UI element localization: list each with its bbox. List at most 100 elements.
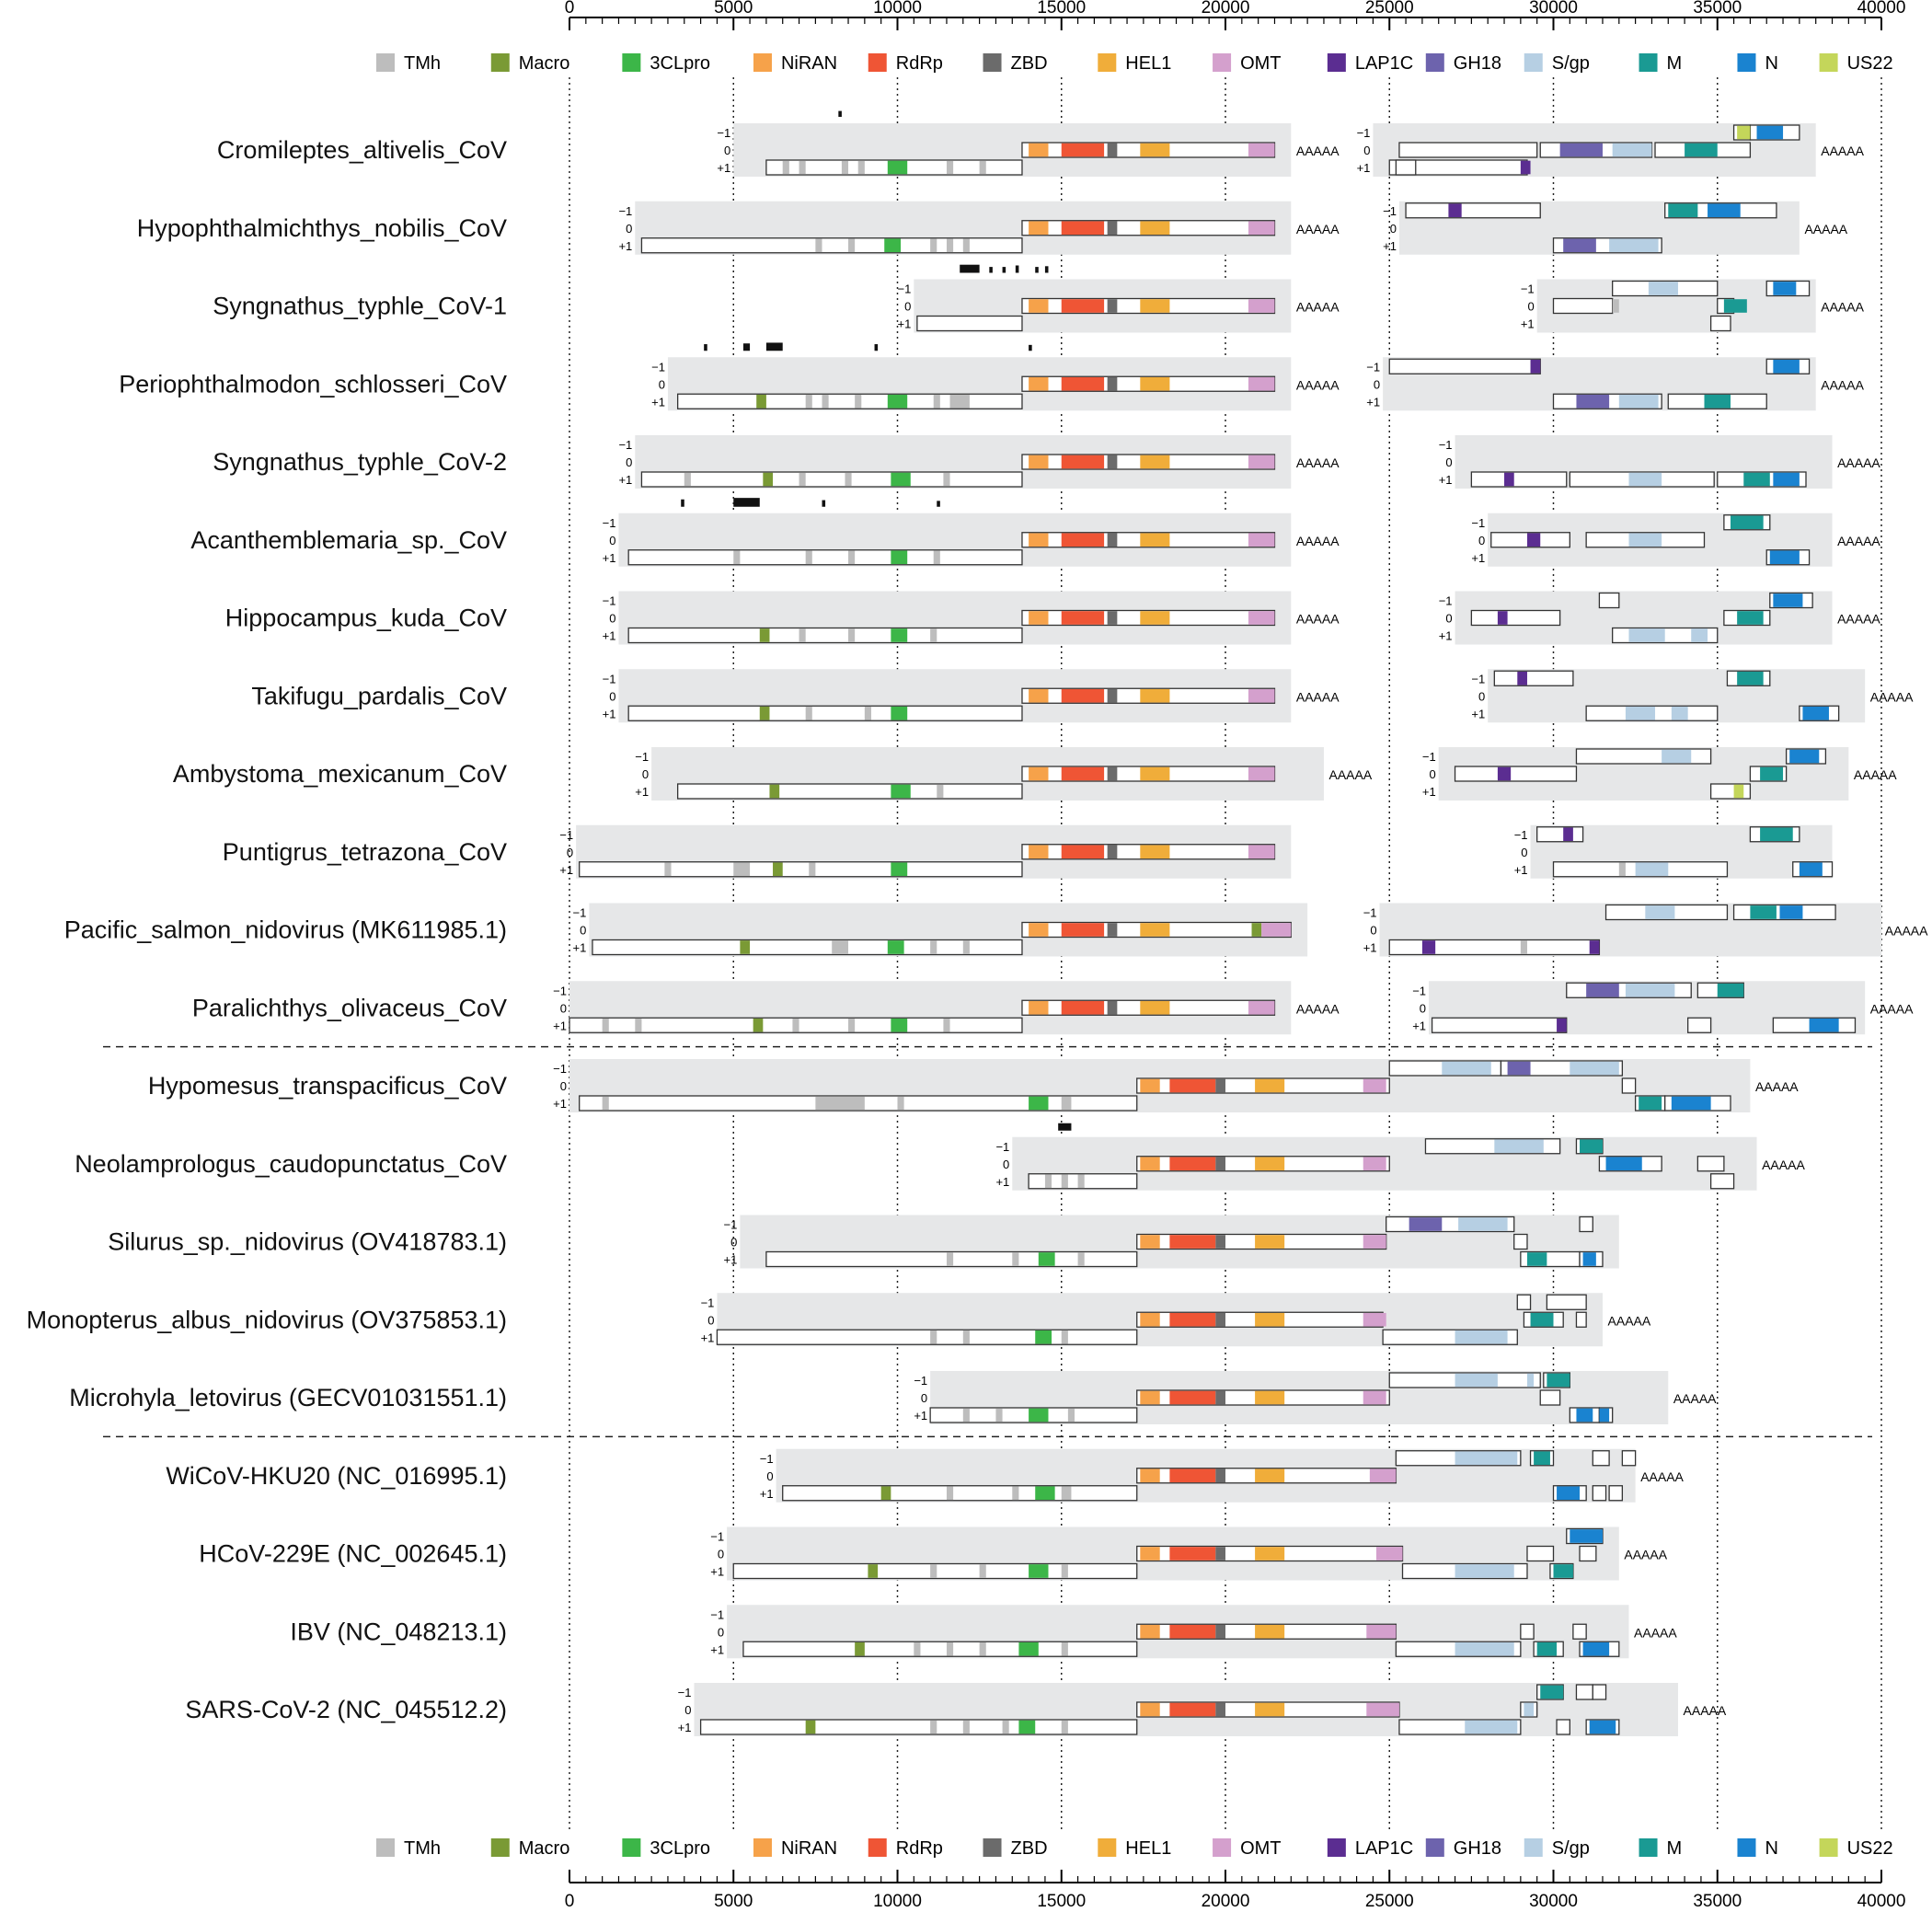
domain-tmh — [914, 1641, 921, 1656]
black-mark — [1044, 266, 1049, 273]
orf-box — [1709, 1173, 1735, 1190]
domain-m — [1731, 515, 1764, 530]
frame-label: 0 — [1420, 1001, 1426, 1015]
domain-n — [1671, 1096, 1711, 1111]
frame-label: +1 — [651, 395, 665, 409]
black-mark — [1002, 267, 1006, 273]
orf-box — [1539, 1389, 1561, 1406]
frame-label: 0 — [1390, 222, 1397, 236]
domain-hel1 — [1255, 1078, 1285, 1093]
frame-label: −1 — [1514, 828, 1528, 842]
frame-label: +1 — [724, 1253, 738, 1267]
genome-row: HCoV-229E (NC_002645.1) −1 0 +1 AAAAA — [199, 1526, 1668, 1581]
domain-niran — [1140, 1624, 1160, 1639]
domain-omt — [1369, 1469, 1397, 1483]
frame-label: −1 — [717, 126, 730, 140]
domain-niran — [1140, 1312, 1160, 1327]
axis-top-tick-label: 25000 — [1365, 0, 1414, 17]
domain-sgp — [1526, 1373, 1535, 1388]
frame-label: −1 — [603, 516, 616, 530]
legend-top-label: HEL1 — [1125, 53, 1171, 74]
domain-omt — [1248, 1000, 1275, 1015]
orf-box — [592, 939, 1023, 956]
domain-tmh — [1520, 940, 1527, 954]
domain-tmh — [733, 862, 751, 877]
black-mark — [838, 110, 842, 117]
polyA-label: AAAAA — [1821, 144, 1864, 158]
domain-3clpro — [887, 160, 908, 175]
legend-bottom-swatch-3clpro — [622, 1838, 641, 1857]
black-mark — [681, 499, 684, 507]
polyA-label: AAAAA — [1837, 534, 1880, 548]
orf-box — [640, 471, 1023, 488]
frame-label: +1 — [1471, 707, 1485, 720]
polyA-label: AAAAA — [1296, 455, 1340, 470]
polyA-label: AAAAA — [1762, 1158, 1805, 1172]
domain-zbd — [1107, 688, 1118, 703]
orf-box — [1575, 1311, 1587, 1328]
frame-label: −1 — [1383, 204, 1397, 218]
domain-macro — [1251, 923, 1262, 937]
domain-sgp — [1625, 706, 1656, 720]
legend-bottom-label: HEL1 — [1125, 1838, 1171, 1859]
domain-gh18 — [1586, 983, 1619, 997]
domain-hel1 — [1140, 455, 1170, 469]
genome-row: Pacific_salmon_nidovirus (MK611985.1) −1 0… — [64, 903, 1928, 957]
domain-tmh — [815, 238, 822, 253]
legend-top-label: TMh — [404, 53, 441, 74]
frame-label: 0 — [766, 1469, 773, 1483]
domain-m — [1536, 1641, 1558, 1656]
domain-n — [1773, 359, 1800, 374]
black-mark — [733, 498, 760, 507]
domain-sgp — [1570, 1061, 1619, 1076]
domain-tmh — [684, 472, 691, 487]
domain-sgp — [1618, 394, 1659, 409]
domain-tmh — [845, 472, 852, 487]
domain-tmh — [962, 238, 970, 253]
domain-hel1 — [1255, 1157, 1285, 1171]
domain-macro — [769, 784, 780, 799]
domain-sgp — [1628, 533, 1662, 547]
frame-label: −1 — [618, 204, 632, 218]
orf-box — [1579, 1215, 1593, 1233]
domain-m — [1743, 472, 1770, 487]
frame-label: 0 — [560, 1079, 567, 1093]
frame-label: −1 — [1363, 906, 1377, 920]
domain-rdrp — [1061, 455, 1105, 469]
axis-top: 0 5000 10000 15000 20000 25000 30000 35000 40000 — [565, 0, 1905, 30]
domain-tmh — [930, 238, 937, 253]
legend-top-label: OMT — [1240, 53, 1281, 74]
genome-name: Hypophthalmichthys_nobilis_CoV — [137, 214, 507, 242]
genome-name: Acanthemblemaria_sp._CoV — [190, 526, 507, 554]
orf-box — [1709, 783, 1752, 800]
polyA-label: AAAAA — [1837, 612, 1880, 627]
frame-label: 0 — [1445, 612, 1452, 626]
domain-omt — [1248, 845, 1275, 859]
axis-bottom-tick-label: 25000 — [1365, 1892, 1414, 1911]
orf-box — [640, 237, 1023, 254]
axis-bottom-tick-label: 40000 — [1857, 1892, 1906, 1911]
domain-hel1 — [1255, 1390, 1285, 1405]
legend-top: TMh Macro 3CLpro NiRAN RdRp ZBD HEL1 OMT LAP1C GH… — [376, 53, 1893, 74]
domain-macro — [756, 394, 766, 409]
domain-m — [1750, 905, 1777, 919]
domain-tmh — [1044, 1174, 1052, 1189]
domain-n — [1773, 282, 1797, 295]
domain-gh18 — [1409, 1217, 1443, 1231]
domain-3clpro — [891, 1018, 908, 1032]
domain-rdrp — [1169, 1235, 1216, 1249]
domain-omt — [1363, 1235, 1386, 1249]
orf-box — [676, 783, 1023, 800]
frame-label: +1 — [1412, 1019, 1426, 1032]
black-mark — [989, 267, 993, 273]
domain-hel1 — [1140, 923, 1170, 937]
polyA-label: AAAAA — [1684, 1703, 1727, 1718]
frame-label: +1 — [618, 239, 632, 253]
domain-hel1 — [1140, 766, 1170, 781]
domain-n — [1779, 905, 1803, 919]
domain-lap1c — [1557, 1018, 1567, 1032]
frame-label: +1 — [1439, 629, 1453, 643]
domain-niran — [1140, 1547, 1160, 1561]
domain-m — [1760, 766, 1784, 781]
domain-hel1 — [1140, 1000, 1170, 1015]
